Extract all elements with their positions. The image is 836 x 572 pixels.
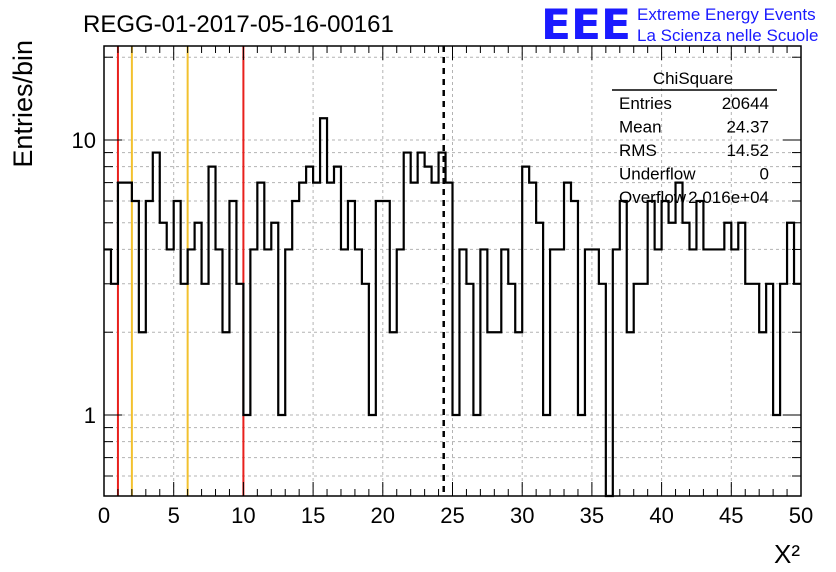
- y-tick-label: 10: [72, 128, 96, 153]
- logo-line-1: Extreme Energy Events: [637, 5, 816, 24]
- x-tick-label: 30: [510, 503, 534, 528]
- stats-value: 24.37: [726, 118, 769, 137]
- stats-title: ChiSquare: [653, 69, 733, 88]
- x-axis-title: X²: [774, 539, 800, 569]
- tick-layer: 0 5 10 15 20 25 30 35 40 45 50 1 10: [72, 46, 813, 528]
- stats-label: Overflow: [619, 188, 687, 207]
- y-axis-title: Entries/bin: [8, 40, 38, 168]
- eee-logo: EEE Extreme Energy Events La Scienza nel…: [541, 0, 818, 49]
- stats-value: 0: [760, 165, 769, 184]
- y-tick-label: 1: [84, 403, 96, 428]
- logo-text: EEE: [541, 0, 631, 49]
- stats-label: RMS: [619, 141, 657, 160]
- stats-label: Entries: [619, 94, 672, 113]
- stats-value: 2.016e+04: [688, 188, 769, 207]
- x-tick-label: 50: [789, 503, 813, 528]
- x-tick-label: 40: [649, 503, 673, 528]
- x-tick-label: 25: [440, 503, 464, 528]
- stats-box: ChiSquare Entries 20644 Mean 24.37 RMS 14.52 U…: [612, 69, 777, 207]
- x-tick-label: 35: [580, 503, 604, 528]
- x-tick-label: 0: [98, 503, 110, 528]
- stats-label: Underflow: [619, 165, 696, 184]
- x-tick-label: 20: [371, 503, 395, 528]
- histogram-layer: [104, 117, 801, 498]
- run-title: REGG-01-2017-05-16-00161: [83, 11, 394, 38]
- x-tick-label: 45: [719, 503, 743, 528]
- stats-value: 14.52: [726, 141, 769, 160]
- histogram-series: [104, 117, 801, 498]
- x-tick-label: 10: [231, 503, 255, 528]
- stats-value: 20644: [722, 94, 769, 113]
- x-tick-label: 15: [301, 503, 325, 528]
- stats-label: Mean: [619, 118, 662, 137]
- logo-line-2: La Scienza nelle Scuole: [637, 26, 818, 45]
- x-tick-label: 5: [168, 503, 180, 528]
